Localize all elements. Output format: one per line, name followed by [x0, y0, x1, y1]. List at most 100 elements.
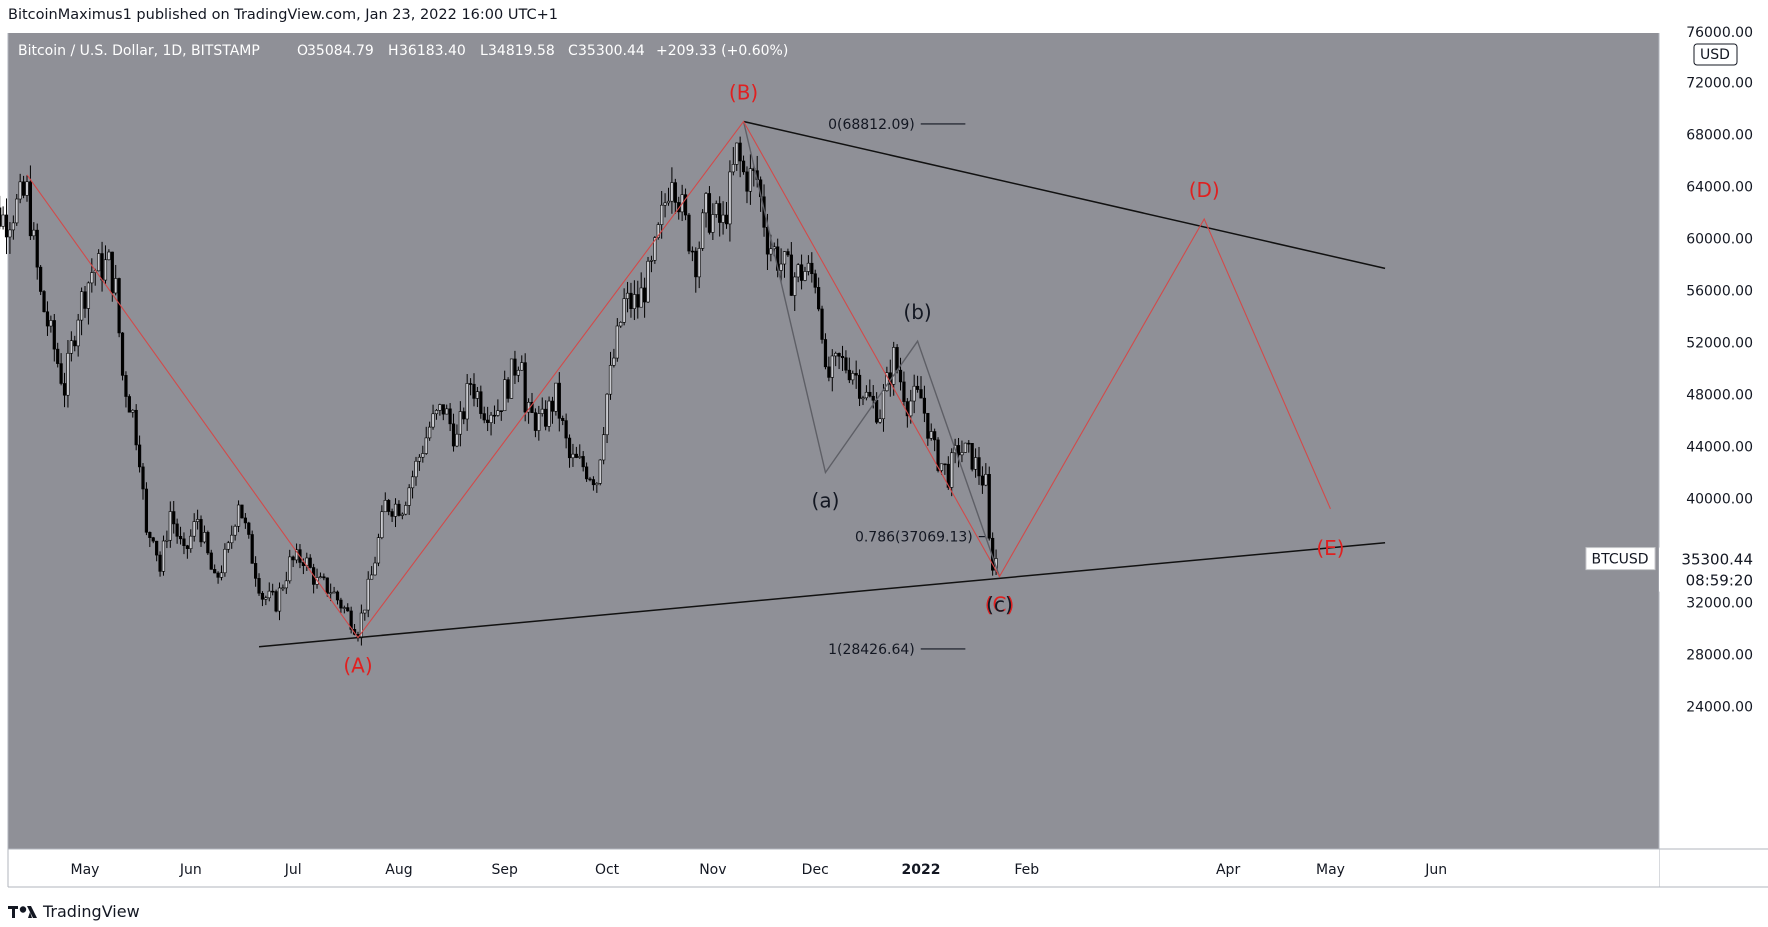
- wave-label: (E): [1316, 536, 1344, 560]
- candle-body: [370, 574, 374, 580]
- candle-body: [424, 437, 428, 454]
- candle: [414, 456, 418, 486]
- candle-body: [294, 549, 299, 561]
- candle-body: [346, 607, 350, 612]
- candle-body: [963, 442, 967, 453]
- candle: [62, 372, 67, 408]
- candle: [182, 532, 186, 555]
- candle-body: [165, 539, 169, 542]
- candle: [267, 582, 271, 602]
- candle-body: [789, 254, 793, 296]
- time-tick-label: Jun: [179, 862, 202, 878]
- candle-body: [868, 391, 872, 397]
- candle: [172, 500, 176, 534]
- candle: [4, 198, 9, 255]
- candle-body: [629, 292, 633, 309]
- candle: [820, 305, 824, 344]
- open-value: 35084.79: [307, 43, 374, 59]
- candle-body: [557, 382, 561, 419]
- candle: [544, 400, 548, 431]
- candle-body: [322, 576, 326, 579]
- wave-label: (a): [812, 489, 840, 513]
- candle: [400, 512, 404, 520]
- price-tick-label: 44000.00: [1686, 440, 1753, 456]
- candle-body: [844, 357, 848, 371]
- candle: [335, 590, 340, 605]
- candle-body: [643, 287, 647, 303]
- candle: [830, 349, 834, 392]
- price-axis-panel[interactable]: [1659, 33, 1768, 849]
- candle: [963, 442, 967, 453]
- candle: [479, 385, 483, 419]
- candle: [817, 277, 821, 312]
- candle: [120, 332, 125, 381]
- candle-body: [32, 229, 36, 237]
- candle-body: [4, 214, 9, 238]
- candle-body: [690, 250, 694, 253]
- candle-body: [851, 373, 855, 381]
- candle: [588, 476, 592, 482]
- currency-badge[interactable]: [1693, 43, 1738, 66]
- candle-body: [834, 353, 838, 357]
- candle-body: [554, 382, 558, 412]
- candle-body: [11, 222, 15, 231]
- candle-body: [39, 266, 43, 292]
- candle-body: [663, 202, 667, 206]
- candle: [605, 393, 609, 444]
- candle-body: [520, 362, 524, 371]
- wave-label: (D): [1189, 178, 1220, 202]
- candle-body: [929, 431, 933, 439]
- candle: [701, 209, 705, 251]
- candle-body: [875, 400, 879, 423]
- candle: [458, 401, 462, 447]
- price-tick-label: 60000.00: [1686, 232, 1753, 248]
- candle: [482, 406, 486, 424]
- candle-body: [56, 348, 60, 364]
- candle: [21, 175, 26, 199]
- time-axis-panel[interactable]: [8, 849, 1659, 887]
- candle-body: [417, 456, 422, 462]
- candle-body: [438, 404, 442, 411]
- candle: [922, 385, 927, 423]
- candle-body: [523, 362, 527, 413]
- wave-label: (A): [343, 654, 372, 678]
- candle-body: [619, 321, 623, 327]
- footer-logo[interactable]: TradingView: [8, 902, 140, 921]
- candle-body: [434, 410, 439, 415]
- candle-body: [591, 479, 596, 486]
- candle-body: [196, 519, 200, 522]
- candle: [421, 445, 425, 463]
- candle-body: [561, 418, 565, 421]
- candle-body: [397, 503, 401, 516]
- candle-body: [267, 590, 271, 599]
- candle: [366, 571, 370, 618]
- ohlc-readout: O 35084.79 H 36183.40 L 34819.58 C 35300…: [297, 43, 788, 59]
- candle: [240, 504, 244, 519]
- candle-body: [748, 168, 752, 192]
- candle-body: [120, 332, 125, 376]
- candle-body: [223, 548, 227, 574]
- candle-body: [598, 459, 602, 484]
- candle: [284, 571, 288, 594]
- high-value: 36183.40: [399, 43, 466, 59]
- last-price-value: 35300.44: [1681, 551, 1753, 569]
- time-tick-label: Feb: [1014, 862, 1039, 878]
- candle-body: [946, 463, 950, 488]
- candle-body: [366, 578, 370, 611]
- candle-body: [458, 411, 462, 435]
- candle-body: [291, 556, 295, 561]
- candle-body: [933, 431, 937, 441]
- candle-body: [76, 319, 80, 347]
- candle: [503, 370, 507, 412]
- candle-body: [213, 569, 217, 574]
- candle-body: [967, 442, 971, 445]
- candle: [363, 609, 367, 621]
- candle: [49, 315, 53, 333]
- wave-label: (C): [985, 593, 1015, 617]
- candle: [950, 448, 954, 497]
- candle: [571, 443, 575, 467]
- countdown-timer: 08:59:20: [1686, 572, 1753, 590]
- candle: [533, 408, 538, 438]
- candle: [131, 409, 135, 418]
